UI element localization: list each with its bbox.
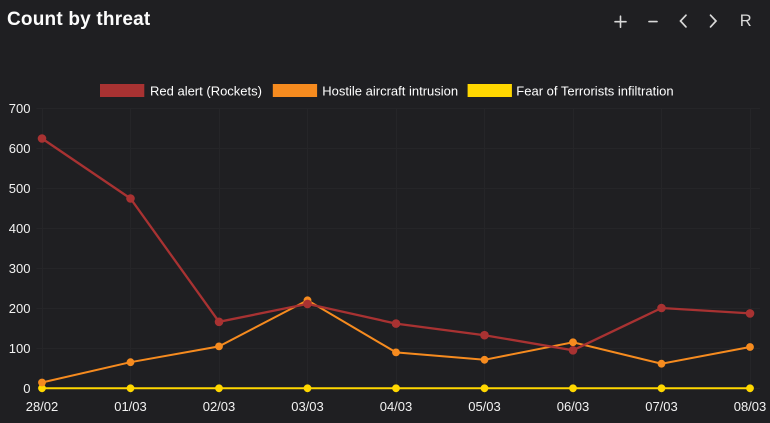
svg-text:28/02: 28/02 — [26, 399, 59, 414]
svg-text:Fear of Terrorists infiltratio: Fear of Terrorists infiltration — [516, 84, 673, 99]
svg-text:06/03: 06/03 — [557, 399, 590, 414]
svg-text:04/03: 04/03 — [380, 399, 413, 414]
svg-text:02/03: 02/03 — [203, 399, 236, 414]
svg-text:03/03: 03/03 — [291, 399, 324, 414]
svg-text:100: 100 — [9, 341, 31, 356]
svg-text:07/03: 07/03 — [645, 399, 678, 414]
svg-text:05/03: 05/03 — [468, 399, 501, 414]
svg-text:700: 700 — [9, 101, 31, 116]
svg-text:200: 200 — [9, 301, 31, 316]
svg-text:300: 300 — [9, 261, 31, 276]
svg-text:Red alert (Rockets): Red alert (Rockets) — [150, 84, 262, 99]
svg-text:0: 0 — [23, 381, 30, 396]
svg-text:600: 600 — [9, 141, 31, 156]
svg-text:500: 500 — [9, 181, 31, 196]
svg-text:08/03: 08/03 — [734, 399, 767, 414]
svg-text:Hostile aircraft intrusion: Hostile aircraft intrusion — [322, 84, 458, 99]
svg-text:400: 400 — [9, 221, 31, 236]
svg-text:R: R — [740, 12, 752, 30]
svg-text:01/03: 01/03 — [114, 399, 147, 414]
